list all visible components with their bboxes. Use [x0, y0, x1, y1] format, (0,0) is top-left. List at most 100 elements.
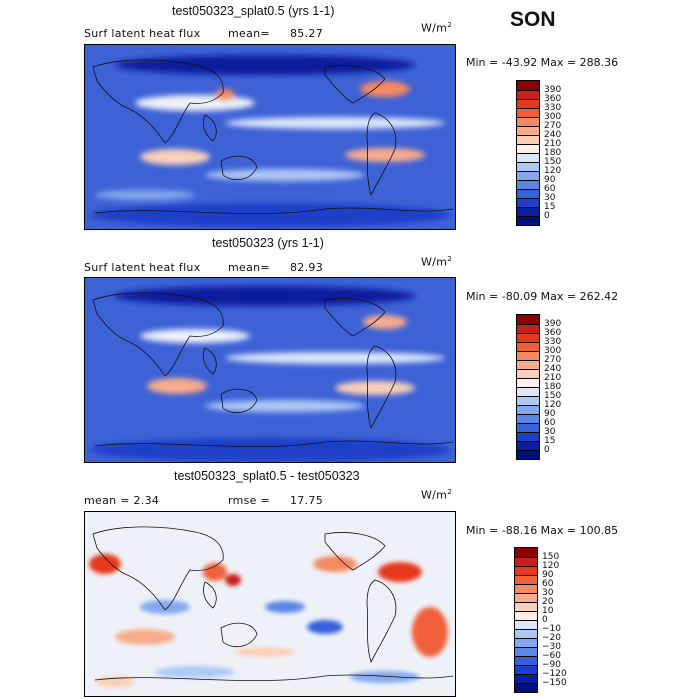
- colorbar-tick-label: −90: [542, 659, 561, 670]
- panel-1-title: test050323_splat0.5 (yrs 1-1): [172, 4, 335, 18]
- colorbar-tick-label: −20: [542, 632, 561, 643]
- panel-2-colorbar: 390 360 330 300 270 240 210 180 150 120 90 60 30 15 0: [516, 314, 561, 460]
- colorbar-tick-label: 180: [544, 147, 562, 158]
- colorbar-swatch: [517, 153, 539, 162]
- colorbar-swatch: [517, 387, 539, 396]
- colorbar-swatch: [517, 198, 539, 207]
- colorbar-swatch: [517, 207, 539, 216]
- colorbar-tick-label: 120: [544, 399, 562, 410]
- colorbar-swatch: [517, 189, 539, 198]
- colorbar-tick-label: 270: [544, 120, 562, 131]
- colorbar-swatch: [515, 665, 537, 674]
- panel-2-map: [84, 277, 456, 463]
- colorbar-tick-label: 390: [544, 318, 562, 329]
- colorbar-tick-label: 210: [544, 372, 562, 383]
- colorbar-swatch: [517, 144, 539, 153]
- panel-1-field-label: Surf latent heat flux: [84, 27, 201, 40]
- panel-2-map-canvas: [85, 278, 455, 462]
- colorbar-swatch: [515, 629, 537, 638]
- colorbar-tick-label: 300: [544, 345, 562, 356]
- colorbar-tick-label: −120: [542, 668, 567, 679]
- colorbar-swatch: [515, 674, 537, 683]
- colorbar-tick-label: 90: [544, 408, 556, 419]
- panel-1-flux-field: [90, 55, 450, 227]
- panel-3-rmse-value: 17.75: [290, 494, 323, 507]
- panel-1-coastlines: [92, 59, 454, 215]
- colorbar-swatch: [515, 602, 537, 611]
- colorbar-tick-label: 0: [544, 444, 550, 455]
- colorbar-swatch: [515, 638, 537, 647]
- panel-3-title: test050323_splat0.5 - test050323: [174, 469, 360, 483]
- colorbar-swatch: [515, 656, 537, 665]
- colorbar-swatch: [517, 414, 539, 423]
- colorbar-swatch: [517, 126, 539, 135]
- colorbar-tick-label: 30: [542, 587, 554, 598]
- colorbar-tick-label: 150: [542, 551, 560, 562]
- colorbar-swatch: [515, 683, 537, 692]
- panel-1-colorbar: 390 360 330 300 270 240 210 180 150 120 90 60 30 15 0: [516, 80, 561, 226]
- panel-3-units: W/m2: [421, 488, 452, 502]
- colorbar-tick-label: 120: [544, 165, 562, 176]
- colorbar-tick-label: 360: [544, 327, 562, 338]
- colorbar-swatch: [515, 575, 537, 584]
- colorbar-swatch: [515, 611, 537, 620]
- colorbar-swatch: [515, 620, 537, 629]
- colorbar-tick-label: 240: [544, 363, 562, 374]
- colorbar-tick-label: 0: [542, 614, 548, 625]
- panel-3-rmse-label: rmse =: [228, 494, 271, 507]
- colorbar-tick-label: 300: [544, 111, 562, 122]
- panel-2-mean-label: mean=: [228, 261, 270, 274]
- colorbar-tick-label: 20: [542, 596, 554, 607]
- colorbar-swatch: [517, 342, 539, 351]
- colorbar-tick-label: −30: [542, 641, 561, 652]
- colorbar-swatch: [517, 162, 539, 171]
- colorbar-swatch: [517, 171, 539, 180]
- colorbar-swatch: [517, 360, 539, 369]
- panel-3-minmax: Min = -88.16 Max = 100.85: [466, 524, 619, 537]
- colorbar-tick-label: 60: [544, 417, 556, 428]
- colorbar-tick-label: 60: [542, 578, 554, 589]
- colorbar-swatch: [515, 566, 537, 575]
- panel-2-title: test050323 (yrs 1-1): [212, 236, 324, 250]
- colorbar-swatch: [517, 432, 539, 441]
- season-label: SON: [510, 8, 556, 31]
- colorbar-tick-label: 120: [542, 560, 560, 571]
- colorbar-tick-label: −60: [542, 650, 561, 661]
- colorbar-swatch: [517, 324, 539, 333]
- colorbar-tick-label: 360: [544, 93, 562, 104]
- colorbar-swatch: [517, 423, 539, 432]
- colorbar-tick-label: 0: [544, 210, 550, 221]
- panel-1-map-canvas: [85, 45, 455, 229]
- panel-3-map-canvas: [85, 512, 455, 696]
- colorbar-tick-label: 330: [544, 102, 562, 113]
- panel-1-mean-value: 85.27: [290, 27, 323, 40]
- panel-2-map-background: [85, 278, 455, 462]
- panel-2-flux-field: [90, 286, 450, 462]
- colorbar-swatch: [517, 117, 539, 126]
- colorbar-swatch: [517, 396, 539, 405]
- panel-3-difference-field: [89, 554, 448, 688]
- colorbar-tick-label: 10: [542, 605, 554, 616]
- panel-2-mean-value: 82.93: [290, 261, 323, 274]
- colorbar-swatch: [517, 441, 539, 450]
- colorbar-swatch: [515, 548, 537, 557]
- colorbar-tick-label: 60: [544, 183, 556, 194]
- panel-2-field-label: Surf latent heat flux: [84, 261, 201, 274]
- panel-2-coastlines: [92, 292, 454, 448]
- colorbar-swatch: [517, 180, 539, 189]
- colorbar-swatch: [517, 108, 539, 117]
- colorbar-swatch: [517, 378, 539, 387]
- panel-2-minmax: Min = -80.09 Max = 262.42: [466, 290, 619, 303]
- panel-1-units: W/m2: [421, 21, 452, 35]
- colorbar-tick-label: 90: [542, 569, 554, 580]
- colorbar-swatch: [517, 369, 539, 378]
- colorbar-tick-label: −150: [542, 677, 567, 688]
- colorbar-tick-label: 210: [544, 138, 562, 149]
- colorbar-tick-label: −10: [542, 623, 561, 634]
- colorbar-swatch: [517, 216, 539, 225]
- colorbar-swatch: [515, 557, 537, 566]
- colorbar-swatch: [517, 351, 539, 360]
- colorbar-swatch: [515, 584, 537, 593]
- colorbar-tick-label: 180: [544, 381, 562, 392]
- colorbar-swatch: [517, 81, 539, 90]
